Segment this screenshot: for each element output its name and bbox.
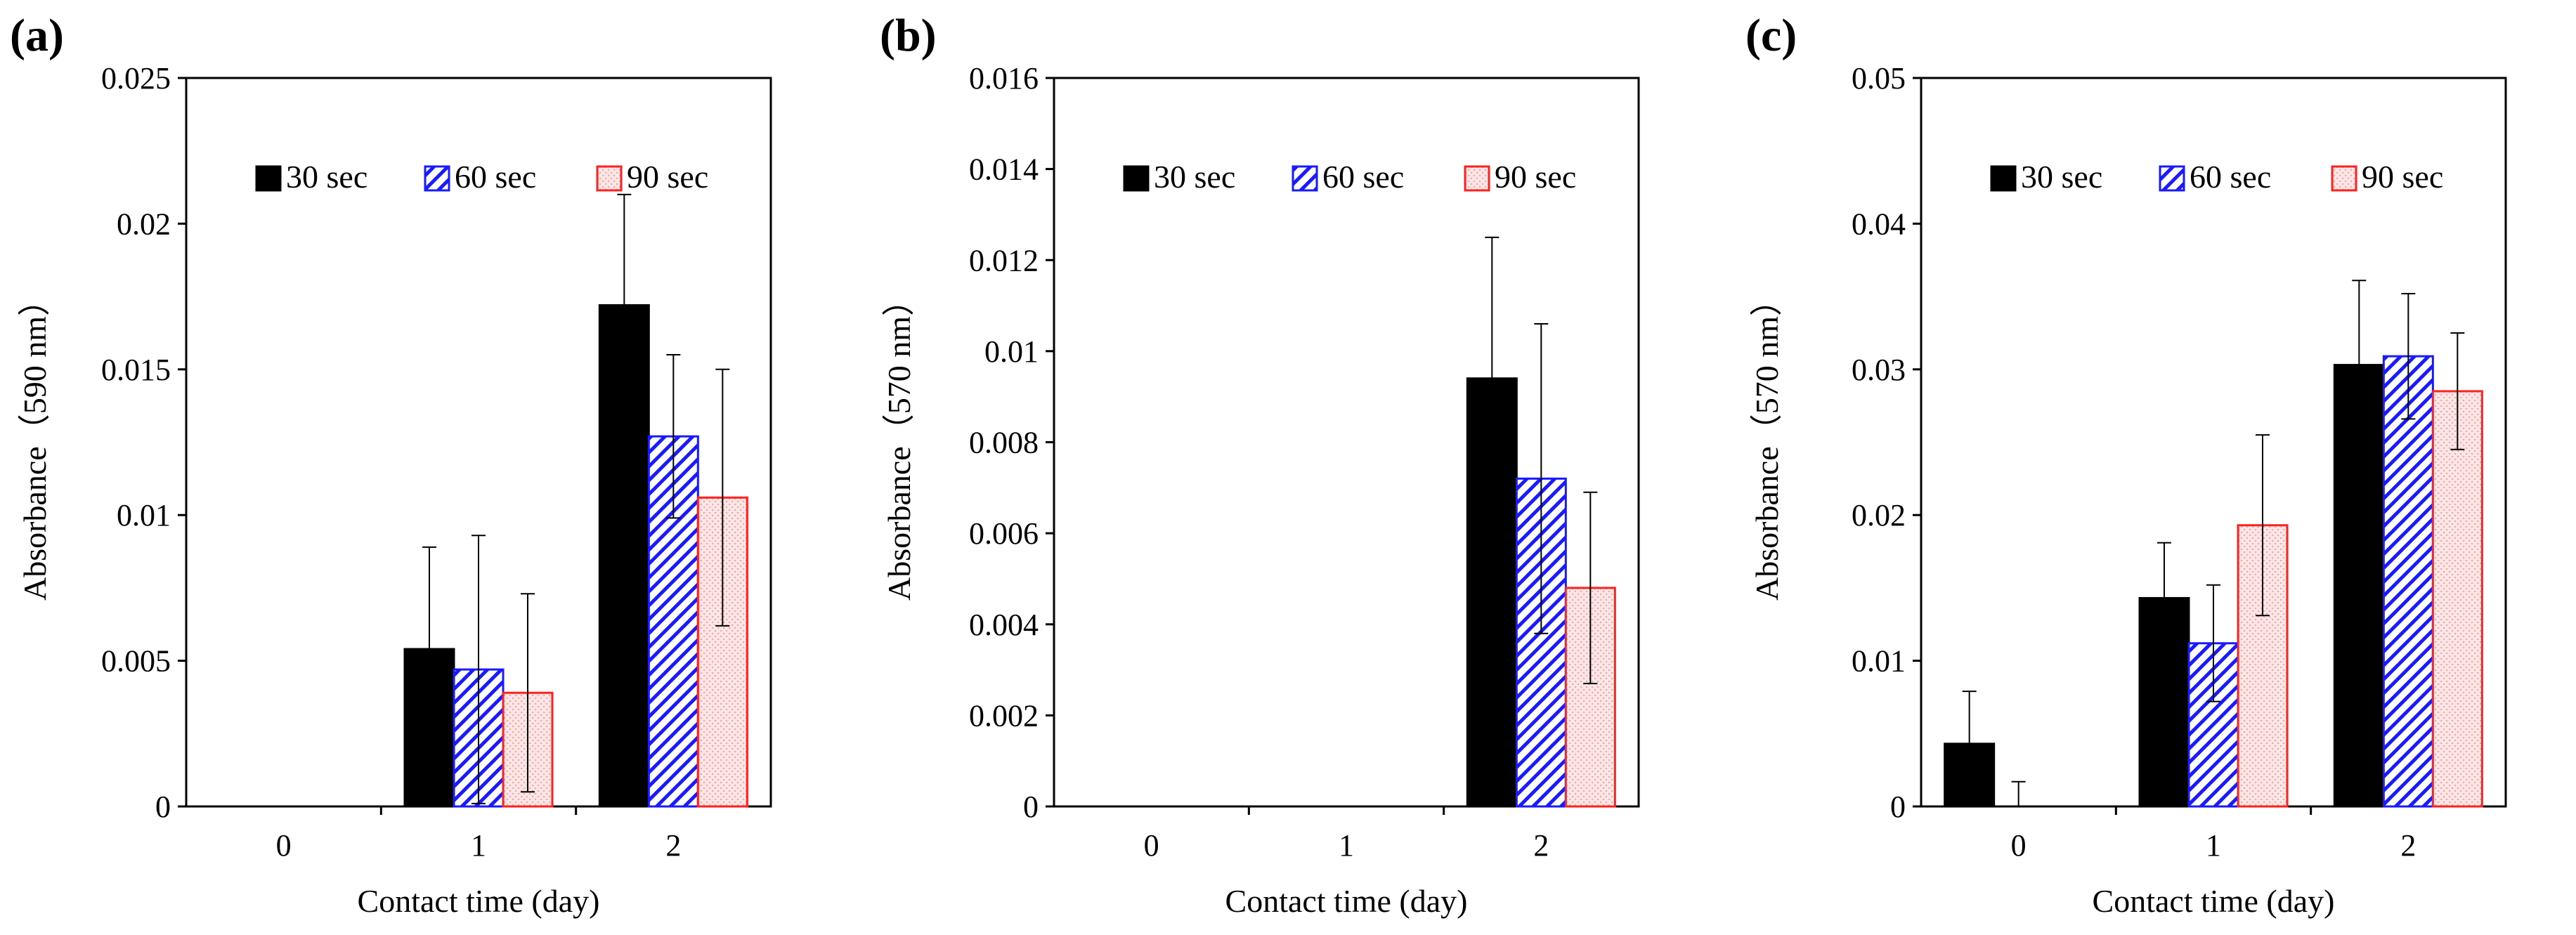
- legend-label-b-3: 90 sec: [1495, 159, 1576, 195]
- y-tick-label-c: 0.04: [1852, 207, 1906, 241]
- legend-swatch-b-1: [1123, 165, 1150, 192]
- bars-c: [1944, 355, 2483, 808]
- x-tick-label-c: 1: [2206, 828, 2221, 863]
- x-axis-title-c: Contact time (day): [2093, 883, 2335, 919]
- panel-a: (a) 0 0.005 0.01 0.015 0.02 0.025 0 1 2 Absorba…: [10, 10, 772, 919]
- y-tick-label-b: 0.016: [969, 61, 1039, 96]
- y-tick-label-b: 0.006: [969, 516, 1039, 551]
- x-tick-label-a: 1: [471, 828, 486, 863]
- legend-c: 30 sec 60 sec 90 sec: [1990, 159, 2443, 195]
- y-tick-label-b: 0.014: [969, 152, 1039, 187]
- x-tick-label-a: 0: [276, 828, 292, 863]
- y-tick-label-b: 0.004: [969, 608, 1039, 642]
- y-tick-label-a: 0: [155, 790, 171, 824]
- legend-b: 30 sec 60 sec 90 sec: [1123, 159, 1576, 195]
- y-tick-label-c: 0: [1890, 790, 1906, 824]
- panel-label-b: (b): [880, 10, 937, 61]
- error-bars-a: [422, 193, 730, 804]
- legend-label-b-1: 30 sec: [1154, 159, 1235, 195]
- x-tick-label-b: 0: [1144, 828, 1159, 863]
- y-tick-label-a: 0.005: [101, 644, 171, 679]
- bars-a: [403, 304, 748, 808]
- y-axis-c: 0 0.01 0.02 0.03 0.04 0.05: [1852, 61, 1921, 824]
- legend-label-a-3: 90 sec: [627, 159, 708, 195]
- legend-swatch-c-3: [2331, 165, 2357, 192]
- y-axis-title-b: Absorbance（570 nm）: [881, 284, 917, 601]
- y-tick-label-c: 0.03: [1852, 353, 1906, 387]
- y-tick-label-b: 0.012: [969, 243, 1039, 277]
- panel-b: (b) 00.0020.0040.0060.0080.010.0120.0140…: [880, 10, 1640, 919]
- legend-label-c-3: 90 sec: [2362, 159, 2443, 195]
- y-tick-label-a: 0.01: [117, 498, 171, 532]
- x-axis-title-b: Contact time (day): [1225, 883, 1468, 919]
- y-tick-label-a: 0.02: [117, 207, 171, 241]
- legend-swatch-c-2: [2159, 165, 2185, 192]
- panel-label-a: (a): [10, 10, 64, 61]
- y-tick-label-a: 0.025: [101, 61, 171, 96]
- error-bars-c: [1962, 280, 2465, 807]
- legend-label-c-2: 60 sec: [2190, 159, 2271, 195]
- panel-label-c: (c): [1745, 10, 1797, 61]
- legend-label-b-2: 60 sec: [1322, 159, 1404, 195]
- y-tick-label-c: 0.02: [1852, 498, 1906, 532]
- y-axis-b: 0 0.002 0.004 0.006 0.008 0.01 0.012 0.014 0.016: [969, 61, 1054, 824]
- x-axis-a: 0 1 2: [276, 806, 681, 863]
- y-tick-label-b: 0.002: [969, 698, 1039, 733]
- y-tick-label-b: 0.008: [969, 426, 1039, 460]
- x-tick-label-b: 2: [1533, 828, 1549, 863]
- y-tick-label-b: 0.01: [984, 334, 1039, 369]
- y-axis-title-c: Absorbance（570 nm）: [1749, 284, 1785, 601]
- bar-c-s3-2: [2431, 390, 2483, 808]
- legend-label-c-1: 30 sec: [2021, 159, 2102, 195]
- y-tick-label-c: 0.01: [1852, 644, 1906, 679]
- legend-swatch-a-3: [596, 165, 623, 192]
- legend-a: 30 sec 60 sec 90 sec: [255, 159, 708, 195]
- y-axis-title-a: Absorbance（590 nm）: [17, 284, 53, 601]
- x-tick-label-c: 0: [2011, 828, 2027, 863]
- y-axis-a: 0 0.005 0.01 0.015 0.02 0.025: [101, 61, 186, 824]
- error-bars-b: [1485, 236, 1598, 685]
- x-tick-label-c: 2: [2400, 828, 2416, 863]
- bar-c-s2-2: [2382, 355, 2434, 808]
- y-tick-label-c: 0.05: [1852, 61, 1906, 96]
- y-tick-label-a: 0.015: [101, 353, 171, 387]
- x-axis-title-a: Contact time (day): [358, 883, 600, 919]
- legend-label-a-2: 60 sec: [455, 159, 536, 195]
- legend-swatch-c-1: [1990, 165, 2017, 192]
- panel-c: (c) 0 0.01 0.02 0.03 0.04 0.05 0 1 2 Absorbance…: [1745, 10, 2507, 919]
- x-tick-label-a: 2: [665, 828, 681, 863]
- legend-swatch-a-2: [424, 165, 450, 192]
- legend-swatch-b-3: [1464, 165, 1490, 192]
- y-tick-label-b: 0: [1023, 790, 1039, 824]
- legend-swatch-b-2: [1292, 165, 1318, 192]
- legend-label-a-1: 30 sec: [286, 159, 367, 195]
- x-axis-b: 0 1 2: [1144, 806, 1549, 863]
- legend-swatch-a-1: [255, 165, 282, 192]
- x-axis-c: 0 1 2: [2011, 806, 2416, 863]
- x-tick-label-b: 1: [1339, 828, 1354, 863]
